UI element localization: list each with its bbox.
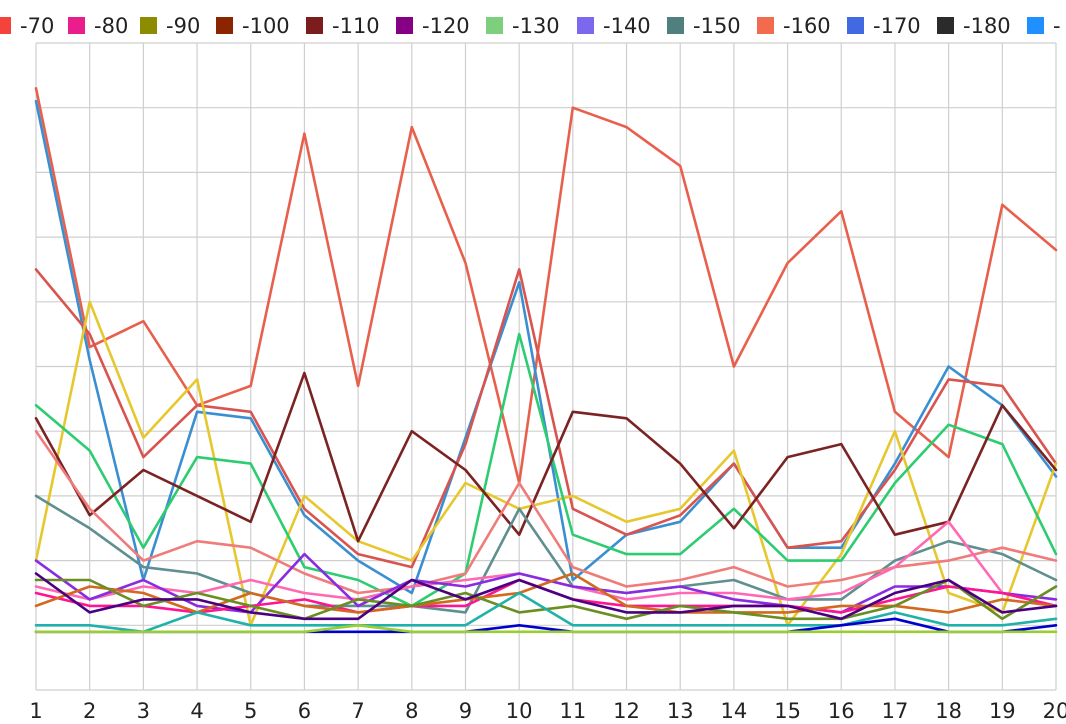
legend-item: -80 <box>68 14 128 38</box>
legend-label: -120 <box>422 14 470 38</box>
series-line-5 <box>34 332 1058 608</box>
legend-swatch <box>306 17 323 34</box>
legend-swatch <box>577 17 594 34</box>
series-line-12 <box>34 572 1058 614</box>
legend-item: -130 <box>486 14 560 38</box>
series-line-6 <box>34 371 1058 543</box>
series-line-2 <box>34 99 1058 595</box>
legend-swatch <box>1027 17 1044 34</box>
legend-swatch <box>216 17 233 34</box>
legend-swatch <box>0 17 11 34</box>
legend-item: -120 <box>396 14 470 38</box>
x-tick-label: 7 <box>351 699 364 723</box>
legend-label: -110 <box>332 14 380 38</box>
series-lines <box>34 87 1058 634</box>
legend-label: -150 <box>693 14 741 38</box>
series-line-9 <box>34 520 1058 608</box>
x-tick-label: 18 <box>935 699 962 723</box>
x-tick-label: 17 <box>882 699 909 723</box>
series-line-14 <box>34 572 1058 621</box>
series-line-3 <box>34 268 1058 569</box>
x-tick-label: 14 <box>721 699 748 723</box>
x-tick-label: 16 <box>828 699 855 723</box>
x-tick-label: 4 <box>190 699 203 723</box>
legend-label: -170 <box>873 14 921 38</box>
legend-label: -140 <box>603 14 651 38</box>
legend-item: - <box>1027 14 1061 38</box>
legend-swatch <box>396 17 413 34</box>
legend-label: - <box>1053 14 1061 38</box>
x-tick-label: 5 <box>244 699 257 723</box>
x-tick-label: 19 <box>989 699 1016 723</box>
x-tick-label: 9 <box>459 699 472 723</box>
x-tick-label: 2 <box>83 699 96 723</box>
x-tick-label: 6 <box>298 699 311 723</box>
legend-label: -180 <box>963 14 1011 38</box>
x-tick-label: 8 <box>405 699 418 723</box>
x-axis-ticks: 1 2 3 4 5 6 7 8 9 10 11 12 13 14 15 16 17 18 19 20 <box>29 699 1066 723</box>
legend-item: -170 <box>847 14 921 38</box>
legend-swatch <box>486 17 503 34</box>
x-tick-label: 13 <box>667 699 694 723</box>
x-tick-label: 1 <box>29 699 42 723</box>
x-tick-label: 10 <box>506 699 533 723</box>
legend-label: -100 <box>242 14 290 38</box>
x-tick-label: 11 <box>559 699 586 723</box>
legend: -70 -80 -90 -100 -110 -120 -130 -140 -150 -160 -17… <box>0 14 1061 38</box>
legend-item: -110 <box>306 14 380 38</box>
legend-label: -80 <box>94 14 128 38</box>
legend-label: -90 <box>166 14 200 38</box>
legend-swatch <box>667 17 684 34</box>
series-line-10 <box>34 552 1058 614</box>
legend-item: -180 <box>937 14 1011 38</box>
series-line-15 <box>34 591 1058 634</box>
x-tick-label: 12 <box>613 699 640 723</box>
legend-swatch <box>757 17 774 34</box>
legend-item: -90 <box>140 14 200 38</box>
legend-item: -160 <box>757 14 831 38</box>
legend-item: -100 <box>216 14 290 38</box>
series-line-8 <box>34 429 1058 595</box>
x-tick-label: 3 <box>137 699 150 723</box>
series-line-1 <box>34 87 1058 485</box>
x-tick-label: 15 <box>774 699 801 723</box>
legend-item: -140 <box>577 14 651 38</box>
series-line-4 <box>34 300 1058 627</box>
x-tick-label: 20 <box>1043 699 1066 723</box>
legend-label: -130 <box>512 14 560 38</box>
legend-swatch <box>847 17 864 34</box>
legend-item: -70 <box>0 14 54 38</box>
legend-swatch <box>937 17 954 34</box>
legend-swatch <box>140 17 157 34</box>
series-line-17 <box>34 623 1058 634</box>
series-line-7 <box>34 494 1058 614</box>
legend-swatch <box>68 17 85 34</box>
legend-label: -70 <box>20 14 54 38</box>
legend-label: -160 <box>783 14 831 38</box>
legend-item: -150 <box>667 14 741 38</box>
